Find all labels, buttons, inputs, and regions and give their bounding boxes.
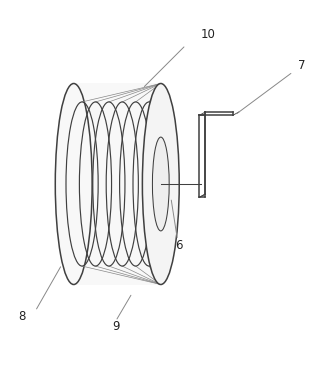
Bar (74, 84, 161, 284)
Text: 9: 9 (112, 320, 119, 333)
Text: 8: 8 (18, 310, 25, 323)
Ellipse shape (142, 84, 179, 284)
Text: 6: 6 (176, 240, 183, 252)
Ellipse shape (152, 137, 169, 231)
Text: 10: 10 (200, 28, 215, 42)
Text: 7: 7 (298, 59, 305, 71)
Ellipse shape (55, 84, 92, 284)
